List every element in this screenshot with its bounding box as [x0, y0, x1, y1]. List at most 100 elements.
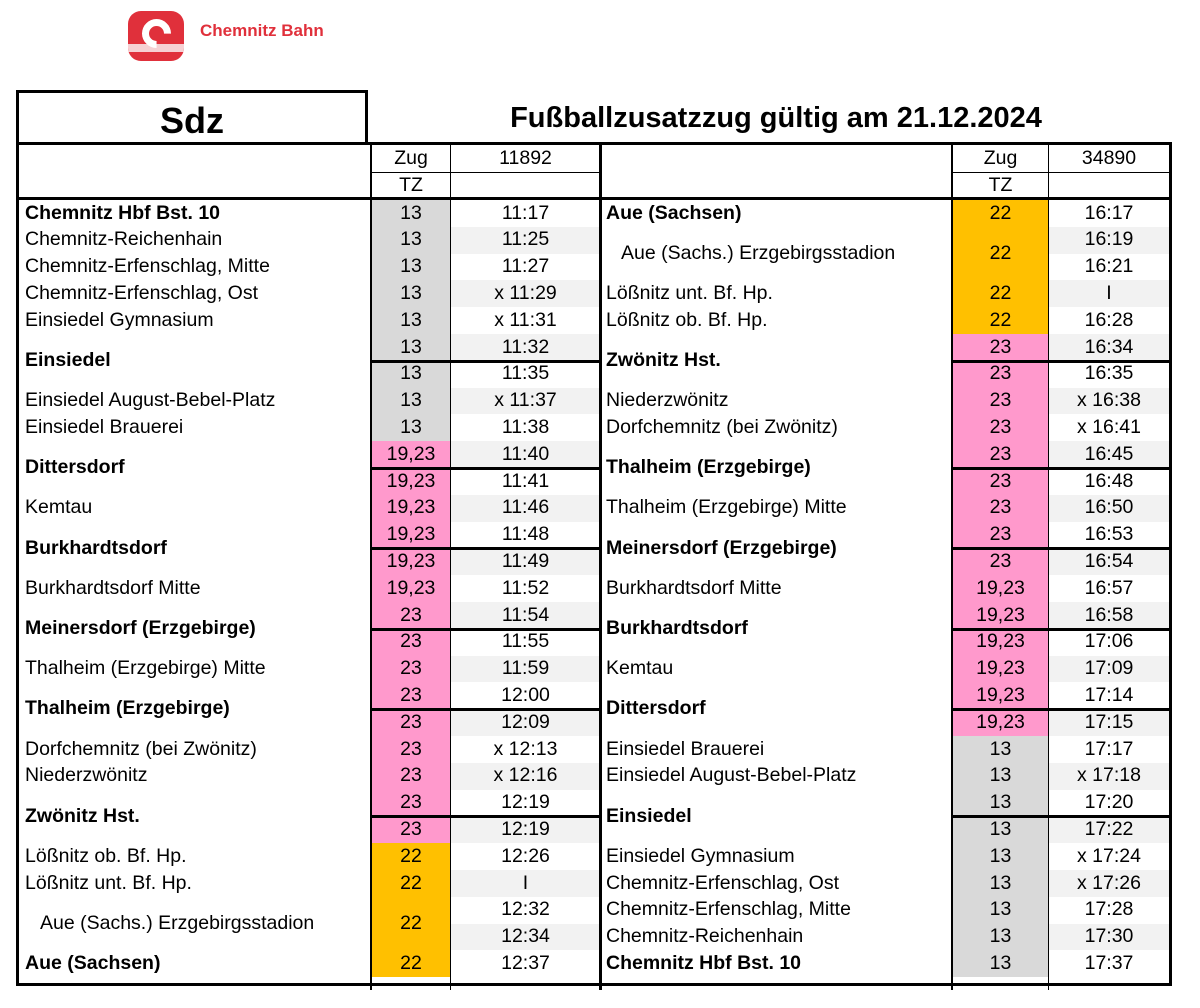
time-cell: 11:54	[451, 602, 600, 629]
time-cell: 16:45	[1049, 441, 1169, 468]
station-name: Chemnitz-Erfenschlag, Ost	[606, 871, 840, 894]
table-rule	[952, 359, 1169, 363]
station-name: Lößnitz ob. Bf. Hp.	[25, 844, 187, 867]
time-cell: 12:00	[501, 684, 550, 707]
tz-cell: 19,23	[952, 628, 1049, 656]
tz-cell: 13	[371, 280, 451, 308]
time-cell: 11:27	[501, 255, 550, 278]
table-rule	[952, 627, 1169, 631]
tz-header: TZ	[399, 173, 423, 196]
time-cell: x 12:13	[493, 737, 558, 760]
tz-cell: 22	[952, 307, 1049, 334]
station-name: Meinersdorf (Erzgebirge)	[606, 536, 837, 559]
tz-cell: 23	[371, 789, 451, 817]
tz-header: TZ	[988, 173, 1013, 196]
station-name: Lößnitz unt. Bf. Hp.	[606, 282, 773, 305]
time-cell: 11:38	[501, 416, 550, 439]
tz-cell: 19,23	[371, 548, 451, 576]
time-cell: 12:37	[501, 952, 550, 975]
time-cell: 11:55	[501, 630, 550, 653]
station-name: Chemnitz-Erfenschlag, Ost	[25, 282, 259, 305]
time-cell: 16:58	[1049, 602, 1169, 629]
time-cell: 17:06	[1084, 630, 1134, 653]
tz-cell: 23	[371, 628, 451, 656]
station-name: Chemnitz Hbf Bst. 10	[606, 952, 802, 975]
time-cell: 11:35	[501, 362, 550, 385]
time-cell: 16:21	[1084, 255, 1134, 278]
tz-cell: 13	[952, 736, 1049, 763]
station-name: Chemnitz-Erfenschlag, Mitte	[606, 898, 851, 921]
station-name: Niederzwönitz	[25, 764, 148, 787]
tz-cell: 23	[371, 816, 451, 844]
time-cell: 17:37	[1084, 952, 1134, 975]
table-rule	[370, 145, 372, 990]
time-cell: 11:41	[501, 469, 550, 492]
table-rule	[1048, 145, 1049, 990]
tz-cell: 19,23	[371, 494, 451, 522]
time-cell: 17:22	[1049, 816, 1169, 844]
station-name: Kemtau	[606, 657, 674, 680]
time-cell: 17:30	[1049, 923, 1169, 951]
tz-cell: 13	[952, 896, 1049, 924]
station-name: Einsiedel August-Bebel-Platz	[606, 764, 857, 787]
table-rule	[371, 359, 600, 363]
time-cell: x 12:16	[451, 762, 600, 790]
tz-cell: 19,23	[371, 468, 451, 495]
time-cell: x 17:26	[1049, 870, 1169, 897]
table-rule	[952, 172, 1169, 173]
time-cell: 11:17	[501, 201, 550, 224]
station-name: Einsiedel Gymnasium	[25, 308, 214, 331]
tz-cell: 23	[952, 414, 1049, 442]
time-cell: 11:25	[451, 226, 600, 254]
tz-cell: 23	[952, 387, 1049, 415]
tz-cell: 23	[371, 655, 451, 683]
time-cell: 11:59	[451, 655, 600, 683]
time-cell: x 17:24	[1077, 844, 1141, 867]
station-name: Thalheim (Erzgebirge)	[606, 456, 811, 479]
tz-cell: 19,23	[371, 521, 451, 549]
tz-cell: 13	[952, 843, 1049, 870]
tz-cell: 22	[371, 870, 451, 897]
tz-cell: 13	[371, 226, 451, 254]
tz-cell: 13	[371, 334, 451, 361]
time-cell: x 17:18	[1049, 762, 1169, 790]
station-name: Einsiedel Gymnasium	[606, 844, 795, 867]
chemnitz-bahn-logo	[128, 11, 184, 61]
table-rule	[371, 547, 600, 551]
time-cell: 16:28	[1084, 308, 1134, 331]
tz-cell: 22	[952, 280, 1049, 308]
tz-cell: 19,23	[952, 709, 1049, 736]
time-cell: 11:32	[451, 334, 600, 361]
time-cell: 17:14	[1084, 684, 1134, 707]
station-name: Burkhardtsdorf Mitte	[606, 576, 782, 599]
tz-cell: 22	[952, 226, 1049, 281]
tz-cell: 23	[952, 521, 1049, 549]
tz-cell: 19,23	[952, 655, 1049, 683]
station-name: Niederzwönitz	[606, 389, 729, 412]
time-cell: x 16:38	[1049, 387, 1169, 415]
time-cell: 16:50	[1049, 494, 1169, 522]
station-name: Thalheim (Erzgebirge)	[25, 697, 230, 720]
station-name: Burkhardtsdorf Mitte	[25, 576, 201, 599]
zug-header: Zug	[983, 146, 1018, 169]
table-rule	[371, 815, 600, 819]
table-rule	[951, 145, 953, 990]
table-rule	[371, 708, 600, 712]
time-cell: x 11:37	[451, 387, 600, 415]
table-rule	[371, 172, 600, 173]
tz-cell: 13	[371, 307, 451, 334]
tz-cell: 19,23	[371, 575, 451, 602]
time-cell: 12:19	[451, 816, 600, 844]
time-cell: 17:09	[1049, 655, 1169, 683]
station-name: Aue (Sachsen)	[606, 201, 742, 224]
station-name: Aue (Sachs.) Erzgebirgsstadion	[621, 241, 896, 264]
tz-cell: 22	[952, 200, 1049, 227]
table-rule	[952, 467, 1169, 470]
tz-cell: 13	[952, 950, 1049, 978]
tz-cell: 13	[952, 870, 1049, 897]
time-cell: 11:46	[451, 494, 600, 522]
time-cell: 12:09	[451, 709, 600, 736]
tz-cell: 23	[952, 441, 1049, 468]
tz-cell: 22	[371, 950, 451, 978]
tz-cell: 19,23	[952, 602, 1049, 629]
